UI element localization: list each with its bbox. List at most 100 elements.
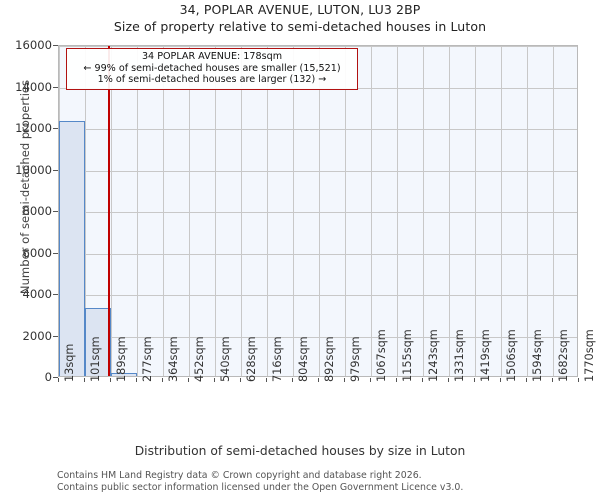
y-axis-tick-mark [53, 294, 58, 295]
y-axis-tick-mark [53, 169, 58, 171]
x-axis-tick-mark [526, 378, 527, 382]
gridline-horizontal [59, 46, 577, 47]
y-axis-tick-label: 10000 [15, 162, 52, 177]
chart-title-primary: 34, POPLAR AVENUE, LUTON, LU3 2BP [179, 2, 421, 17]
y-axis-tick-label: 4000 [22, 287, 52, 301]
x-axis-tick-mark [396, 378, 397, 382]
gridline-horizontal [59, 295, 577, 296]
gridline-vertical [189, 46, 190, 376]
marker-line [107, 46, 110, 376]
x-axis-tick-label: 1506sqm [505, 329, 518, 382]
y-axis-tick-label: 14000 [15, 79, 52, 94]
footer-line-2: Contains public sector information licen… [57, 481, 464, 493]
annotation-line-1: 34 POPLAR AVENUE: 178sqm [141, 51, 283, 62]
gridline-vertical [475, 46, 476, 376]
histogram-bar [85, 307, 111, 376]
x-axis-tick-mark [422, 378, 423, 382]
chart-title-secondary: Size of property relative to semi-detach… [113, 19, 487, 34]
annotation-line-2: ← 99% of semi-detached houses are smalle… [83, 62, 341, 74]
gridline-vertical [553, 46, 554, 376]
gridline-vertical [111, 46, 112, 376]
y-axis-tick-mark [53, 211, 58, 212]
y-axis-tick-label: 16000 [15, 38, 52, 52]
plot-area [58, 45, 578, 377]
x-axis-tick-mark [474, 378, 475, 382]
x-axis-tick-label: 716sqm [271, 336, 284, 382]
gridline-vertical [501, 46, 502, 376]
x-axis-tick-mark [552, 378, 553, 382]
y-axis-tick-mark [53, 86, 58, 88]
x-axis-tick-mark [370, 378, 371, 382]
x-axis-tick-label: 979sqm [349, 336, 362, 382]
x-axis-tick-mark [110, 378, 111, 382]
x-axis-tick-mark [266, 378, 267, 382]
gridline-horizontal [59, 212, 577, 213]
x-axis-tick-label: 1331sqm [453, 329, 466, 382]
gridline-horizontal [59, 129, 577, 130]
gridline-horizontal [59, 170, 577, 172]
gridline-vertical [371, 46, 372, 376]
x-axis-tick-mark [578, 378, 579, 382]
histogram-bar [111, 373, 137, 376]
gridline-vertical [345, 46, 346, 376]
footer-attribution: Contains HM Land Registry data © Crown c… [57, 470, 597, 493]
gridline-vertical [215, 46, 216, 376]
x-axis-tick-mark [292, 378, 293, 382]
y-axis-tick-label: 6000 [22, 245, 52, 260]
x-axis-tick-mark [162, 378, 163, 382]
y-axis-tick-mark [53, 252, 58, 254]
y-axis-tick-mark [53, 128, 58, 129]
x-axis-tick-label: 804sqm [297, 336, 310, 382]
annotation-line-3: 1% of semi-detached houses are larger (1… [97, 74, 327, 86]
y-axis-tick-mark [53, 335, 58, 337]
x-axis-tick-label: 1594sqm [531, 329, 544, 382]
x-axis-tick-label: 1155sqm [401, 329, 414, 382]
x-axis-tick-mark [344, 378, 345, 382]
x-axis-tick-mark [188, 378, 189, 382]
x-axis-tick-label: 452sqm [193, 336, 206, 382]
footer-line-1: Contains HM Land Registry data © Crown c… [57, 470, 422, 481]
gridline-vertical [527, 46, 528, 376]
gridline-horizontal [59, 253, 577, 255]
x-axis-tick-mark [214, 378, 215, 382]
x-axis-tick-label: 628sqm [245, 336, 258, 382]
gridline-vertical [85, 46, 86, 376]
gridline-vertical [423, 46, 424, 376]
y-axis-tick-mark [53, 377, 58, 378]
gridline-vertical [293, 46, 294, 376]
x-axis-tick-label: 277sqm [141, 336, 154, 382]
x-axis-tick-label: 101sqm [89, 336, 102, 382]
x-axis-tick-label: 1419sqm [479, 329, 492, 382]
x-axis-title: Distribution of semi-detached houses by … [134, 444, 466, 458]
gridline-vertical [241, 46, 242, 376]
annotation-box: 34 POPLAR AVENUE: 178sqm ← 99% of semi-d… [66, 48, 358, 90]
gridline-horizontal [59, 336, 577, 338]
x-axis-tick-label: 364sqm [167, 336, 180, 382]
x-axis-tick-mark [58, 378, 59, 382]
x-axis-tick-label: 892sqm [323, 336, 336, 382]
x-axis-tick-mark [448, 378, 449, 382]
gridline-vertical [319, 46, 320, 376]
x-axis-tick-label: 1243sqm [427, 329, 440, 382]
x-axis-tick-label: 540sqm [219, 336, 232, 382]
x-axis-tick-mark [136, 378, 137, 382]
x-axis-tick-label: 1770sqm [583, 329, 596, 382]
gridline-vertical [449, 46, 450, 376]
x-axis-tick-label: 1067sqm [375, 329, 388, 382]
gridline-vertical [397, 46, 398, 376]
y-axis-tick-label: 2000 [22, 328, 52, 343]
x-axis-tick-label: 1682sqm [557, 329, 570, 382]
gridline-vertical [137, 46, 138, 376]
x-axis-tick-mark [318, 378, 319, 382]
gridline-vertical [267, 46, 268, 376]
y-axis-tick-label: 8000 [22, 204, 52, 218]
y-axis-tick-label: 12000 [15, 121, 52, 135]
x-axis-tick-label: 189sqm [115, 336, 128, 382]
x-axis-tick-mark [84, 378, 85, 382]
x-axis-tick-mark [500, 378, 501, 382]
gridline-vertical [163, 46, 164, 376]
y-axis-tick-label: 0 [44, 370, 52, 384]
